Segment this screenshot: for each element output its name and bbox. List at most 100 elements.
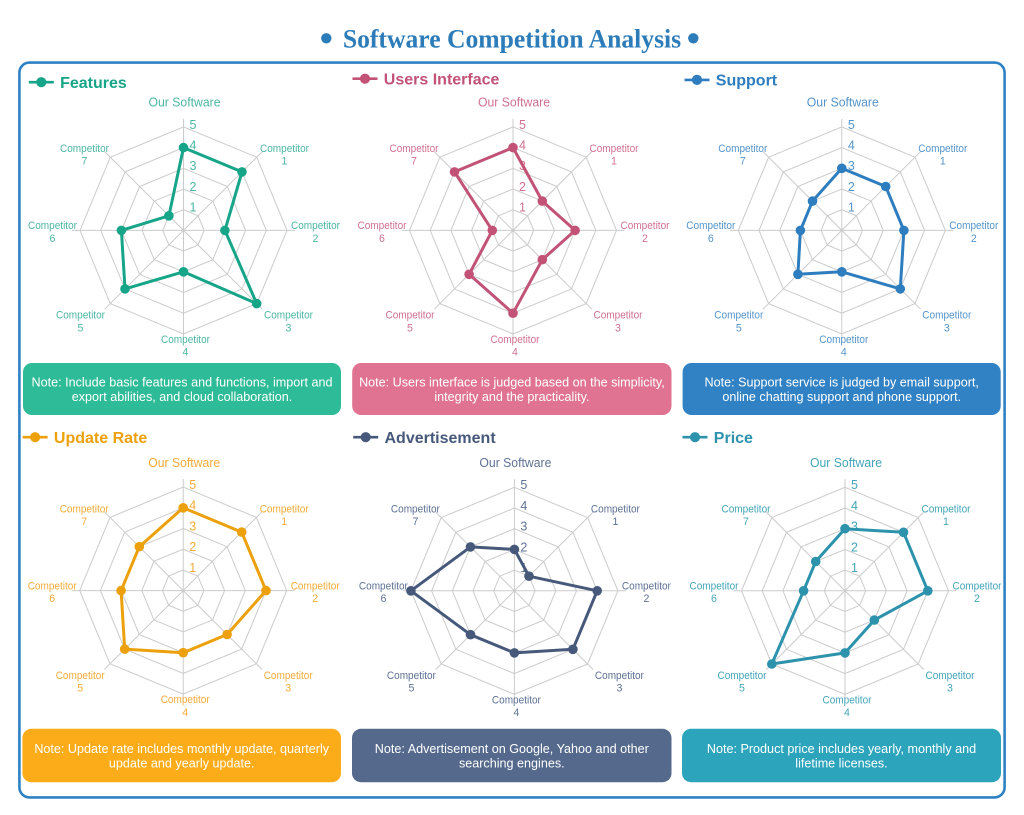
svg-text:3: 3 [947, 683, 953, 695]
svg-text:7: 7 [412, 516, 418, 528]
svg-text:2: 2 [974, 593, 980, 605]
svg-text:5: 5 [408, 683, 414, 695]
svg-text:7: 7 [81, 516, 87, 528]
svg-text:7: 7 [743, 516, 749, 528]
svg-text:1: 1 [281, 516, 287, 528]
svg-text:Competitor: Competitor [264, 310, 313, 322]
svg-text:Competitor: Competitor [594, 310, 643, 322]
svg-text:6: 6 [711, 593, 717, 605]
svg-text:1: 1 [519, 201, 526, 215]
svg-text:Competitor: Competitor [56, 310, 105, 322]
svg-text:5: 5 [520, 478, 527, 492]
svg-text:Competitor: Competitor [60, 503, 109, 515]
svg-text:3: 3 [851, 520, 858, 534]
svg-text:Competitor: Competitor [390, 143, 439, 155]
svg-text:7: 7 [411, 156, 417, 168]
svg-text:Competitor: Competitor [492, 694, 541, 706]
svg-text:update and yearly update.: update and yearly update. [109, 756, 255, 770]
svg-text:Our Software: Our Software [149, 95, 221, 110]
svg-text:5: 5 [848, 118, 855, 132]
svg-text:Our Software: Our Software [807, 95, 879, 110]
svg-text:4: 4 [851, 499, 858, 513]
svg-text:Competitor: Competitor [922, 504, 971, 516]
svg-text:6: 6 [49, 593, 55, 605]
svg-text:5: 5 [407, 322, 413, 334]
svg-text:4: 4 [513, 707, 519, 719]
svg-text:1: 1 [282, 156, 288, 168]
svg-text:2: 2 [643, 593, 649, 605]
svg-text:3: 3 [286, 322, 292, 334]
svg-text:Competitor: Competitor [595, 670, 644, 682]
svg-text:Competitor: Competitor [819, 334, 868, 346]
svg-text:7: 7 [740, 156, 746, 168]
svg-text:Our Software: Our Software [478, 95, 550, 110]
svg-text:Competitor: Competitor [591, 504, 640, 516]
svg-text:Update Rate: Update Rate [54, 430, 147, 447]
svg-text:2: 2 [189, 540, 196, 554]
svg-text:Price: Price [714, 430, 753, 447]
svg-text:Note: Include basic features a: Note: Include basic features and functio… [31, 375, 332, 389]
svg-text:Advertisement: Advertisement [385, 430, 497, 447]
svg-text:Support: Support [716, 73, 778, 90]
svg-text:export abilities, and cloud co: export abilities, and cloud collaboratio… [72, 390, 293, 404]
svg-text:3: 3 [944, 322, 950, 334]
svg-text:Competitor: Competitor [686, 220, 735, 232]
svg-text:Competitor: Competitor [391, 504, 440, 516]
svg-text:2: 2 [851, 540, 858, 554]
svg-text:4: 4 [848, 139, 855, 153]
svg-text:Competitor: Competitor [918, 143, 967, 155]
svg-text:2: 2 [190, 180, 197, 194]
svg-text:Competitor: Competitor [622, 581, 671, 593]
svg-text:Note: Advertisement on Google,: Note: Advertisement on Google, Yahoo and… [375, 742, 649, 756]
svg-text:searching engines.: searching engines. [459, 756, 565, 770]
svg-text:Competitor: Competitor [359, 581, 408, 593]
svg-text:Competitor: Competitor [922, 310, 971, 322]
svg-text:Users Interface: Users Interface [384, 71, 500, 88]
svg-text:Our Software: Our Software [810, 455, 882, 470]
svg-text:Competitor: Competitor [28, 220, 77, 232]
svg-text:Note: Support service is judge: Note: Support service is judged by email… [704, 375, 978, 389]
svg-text:7: 7 [82, 156, 88, 168]
svg-text:5: 5 [78, 322, 84, 334]
svg-text:Our Software: Our Software [479, 455, 551, 470]
svg-text:Competitor: Competitor [260, 503, 309, 515]
svg-text:Competitor: Competitor [690, 581, 739, 593]
svg-text:Competitor: Competitor [590, 143, 639, 155]
svg-text:Competitor: Competitor [387, 670, 436, 682]
svg-text:Competitor: Competitor [358, 220, 407, 232]
svg-text:Competitor: Competitor [718, 670, 767, 682]
svg-text:Competitor: Competitor [386, 310, 435, 322]
svg-text:4: 4 [844, 707, 850, 719]
svg-text:Competitor: Competitor [722, 504, 771, 516]
svg-text:Competitor: Competitor [260, 143, 309, 155]
svg-text:3: 3 [189, 519, 196, 533]
svg-text:5: 5 [190, 118, 197, 132]
svg-text:Competitor: Competitor [291, 220, 340, 232]
svg-text:Features: Features [60, 75, 127, 92]
svg-text:lifetime licenses.: lifetime licenses. [795, 756, 887, 770]
svg-text:Competitor: Competitor [28, 580, 77, 592]
svg-text:3: 3 [615, 322, 621, 334]
svg-text:Competitor: Competitor [823, 694, 872, 706]
svg-text:2: 2 [313, 233, 319, 245]
svg-text:1: 1 [190, 201, 197, 215]
svg-text:Competitor: Competitor [291, 580, 340, 592]
svg-text:4: 4 [182, 707, 188, 719]
svg-text:Competitor: Competitor [491, 334, 540, 346]
svg-text:5: 5 [851, 478, 858, 492]
svg-text:Note: Product price includes y: Note: Product price includes yearly, mon… [707, 742, 976, 756]
svg-text:6: 6 [50, 233, 56, 245]
svg-text:Competitor: Competitor [718, 143, 767, 155]
svg-text:6: 6 [380, 593, 386, 605]
svg-text:Competitor: Competitor [621, 220, 670, 232]
svg-text:1: 1 [189, 561, 196, 575]
svg-text:2: 2 [312, 593, 318, 605]
svg-text:Note: Update rate includes mon: Note: Update rate includes monthly updat… [34, 742, 329, 756]
svg-text:4: 4 [190, 139, 197, 153]
svg-text:3: 3 [616, 683, 622, 695]
svg-text:4: 4 [189, 499, 196, 513]
svg-text:4: 4 [519, 139, 526, 153]
svg-text:4: 4 [520, 499, 527, 513]
svg-text:5: 5 [519, 118, 526, 132]
svg-text:4: 4 [512, 347, 518, 359]
